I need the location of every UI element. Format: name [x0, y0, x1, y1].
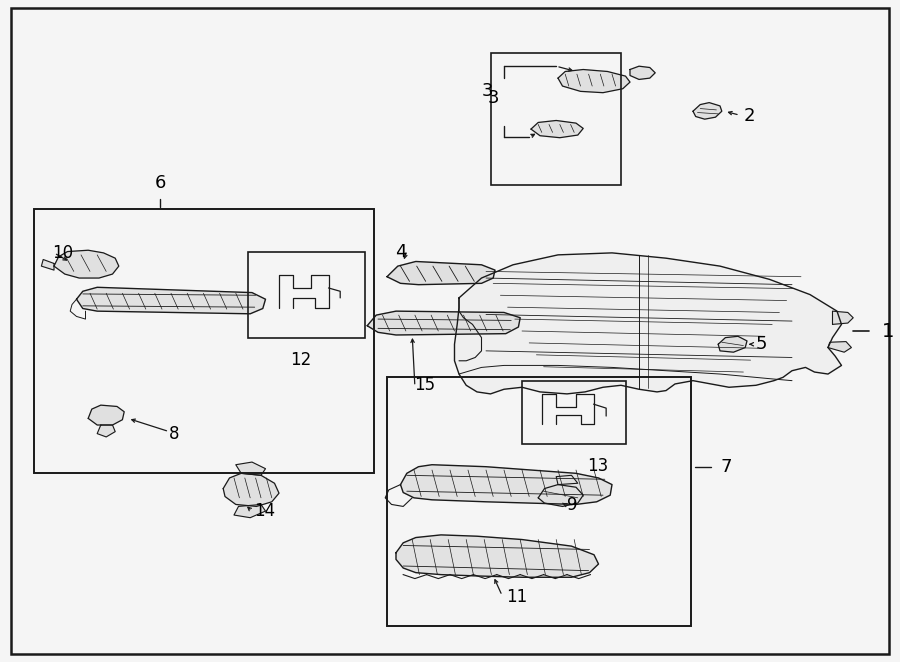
- Polygon shape: [97, 425, 115, 437]
- Polygon shape: [454, 253, 842, 394]
- Text: 2: 2: [743, 107, 755, 125]
- Polygon shape: [76, 287, 266, 314]
- Polygon shape: [223, 473, 279, 506]
- Text: 11: 11: [506, 588, 527, 606]
- Polygon shape: [630, 66, 655, 79]
- Text: 3: 3: [488, 89, 500, 107]
- Polygon shape: [556, 475, 578, 485]
- Text: 5: 5: [756, 335, 768, 354]
- Bar: [491, 53, 621, 185]
- Text: 8: 8: [169, 424, 180, 443]
- Polygon shape: [234, 504, 266, 518]
- Text: 4: 4: [395, 242, 407, 261]
- Polygon shape: [236, 462, 266, 475]
- Text: 15: 15: [414, 376, 435, 395]
- Bar: [34, 209, 374, 473]
- Text: 13: 13: [587, 457, 608, 475]
- Polygon shape: [54, 250, 119, 278]
- Bar: [248, 252, 364, 338]
- Polygon shape: [531, 120, 583, 138]
- Polygon shape: [832, 311, 853, 324]
- Text: 3: 3: [482, 82, 493, 101]
- Polygon shape: [693, 103, 722, 119]
- Text: 1: 1: [882, 322, 895, 340]
- Polygon shape: [400, 465, 612, 504]
- Bar: [387, 377, 691, 626]
- Polygon shape: [367, 311, 520, 335]
- Polygon shape: [387, 261, 495, 285]
- Polygon shape: [558, 70, 630, 93]
- Text: 6: 6: [155, 174, 166, 192]
- Text: 14: 14: [254, 502, 274, 520]
- Polygon shape: [41, 260, 54, 270]
- Text: 10: 10: [52, 244, 73, 262]
- Polygon shape: [718, 336, 747, 352]
- Polygon shape: [88, 405, 124, 425]
- Text: 12: 12: [290, 351, 311, 369]
- Text: 7: 7: [720, 457, 732, 476]
- Polygon shape: [538, 485, 583, 506]
- Polygon shape: [396, 535, 598, 577]
- Bar: [522, 381, 626, 444]
- Text: 9: 9: [567, 496, 578, 514]
- Polygon shape: [828, 342, 851, 352]
